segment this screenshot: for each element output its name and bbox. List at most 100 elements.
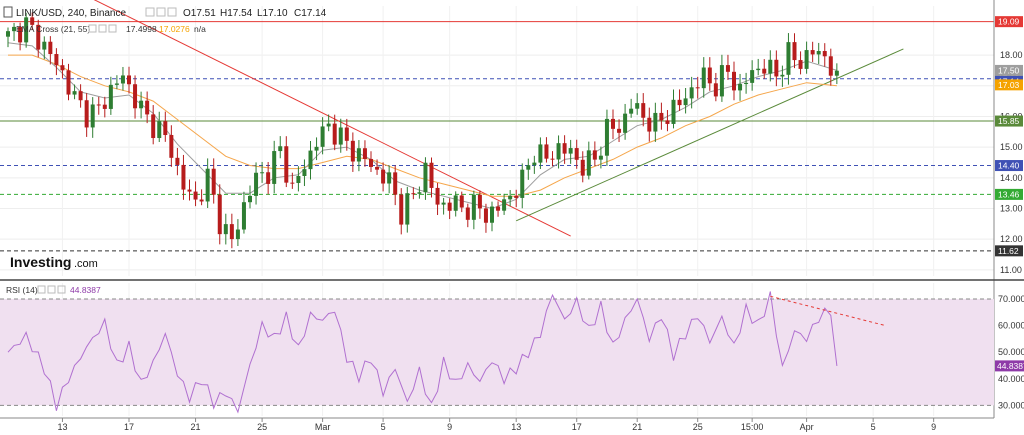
- candle-body: [792, 42, 797, 61]
- candle-body: [30, 17, 35, 25]
- price-level-label: 13.46: [998, 189, 1020, 199]
- candle-body: [369, 158, 373, 167]
- price-level-tag: [995, 160, 1023, 172]
- candle-body: [223, 224, 228, 235]
- price-tag: [995, 64, 1023, 76]
- candle-body: [490, 206, 494, 223]
- candle-body: [356, 148, 361, 162]
- collapse-icon[interactable]: [3, 6, 13, 18]
- close-icon[interactable]: [167, 7, 177, 17]
- rsi-value: 44.8387: [70, 285, 101, 295]
- candle-body: [308, 150, 313, 170]
- rsi-gear-icon[interactable]: [47, 285, 56, 294]
- legend-settings-icons[interactable]: [145, 7, 177, 17]
- ema-close-icon[interactable]: [108, 24, 117, 33]
- candle-body: [362, 148, 367, 159]
- candle-body: [320, 126, 325, 147]
- candle-body: [568, 148, 573, 154]
- price-tick-label: 14.00: [1000, 173, 1023, 183]
- rsi-tick-label: 40.0000: [998, 374, 1024, 384]
- candle-body: [54, 54, 59, 66]
- rsi-tick-label: 30.0000: [998, 400, 1024, 410]
- candle-body: [471, 194, 476, 220]
- candle-body: [48, 41, 53, 55]
- time-tick-label: 25: [693, 422, 703, 432]
- ohlc-values: O17.51 H17.54 L17.10 C17.14: [183, 8, 327, 19]
- candle-body: [381, 169, 386, 184]
- header-legend: LINK/USD, 240, Binance O17.51 H17.54 L17.1…: [3, 6, 327, 295]
- candle-body: [284, 146, 289, 183]
- candle-body: [744, 82, 749, 85]
- price-tag-label: 17.03: [998, 80, 1020, 90]
- candle-body: [725, 65, 730, 72]
- time-axis: 13 17 21 25 Mar 5 9 13 17 21 25 15:00 Apr 5 9: [57, 418, 936, 432]
- candle-body: [278, 146, 283, 152]
- candle-body: [598, 155, 603, 160]
- candle-body: [683, 98, 688, 106]
- candle-body: [502, 199, 507, 211]
- candle-body: [72, 91, 77, 95]
- candle-body: [689, 87, 694, 99]
- candle-body: [326, 123, 331, 127]
- candle-body: [768, 59, 773, 74]
- candle-body: [66, 70, 71, 95]
- candle-body: [732, 71, 736, 91]
- candle-body: [695, 87, 700, 89]
- candle-body: [810, 50, 815, 55]
- candle-body: [514, 195, 519, 198]
- ema-eye-icon[interactable]: [88, 24, 97, 33]
- logo-suffix: .com: [74, 258, 98, 270]
- price-tick-label: 15.00: [1000, 142, 1023, 152]
- price-level-tag: [995, 245, 1023, 257]
- candle-body: [659, 112, 664, 121]
- candle-body: [780, 74, 785, 77]
- rsi-eye-icon[interactable]: [37, 285, 46, 294]
- time-tick-label: 13: [511, 422, 521, 432]
- candle-body: [350, 140, 355, 162]
- candle-body: [405, 193, 410, 225]
- rsi-last-tag: [995, 360, 1024, 372]
- rsi-close-icon[interactable]: [57, 285, 66, 294]
- candle-body: [290, 182, 295, 184]
- eye-icon[interactable]: [145, 7, 155, 17]
- ema-gear-icon[interactable]: [98, 24, 107, 33]
- candle-body: [786, 42, 791, 75]
- trendlines: [93, 0, 904, 237]
- time-tick-label: 21: [191, 422, 201, 432]
- candle-body: [169, 135, 174, 158]
- candle-body: [254, 172, 259, 196]
- price-tick-label: 11.00: [1000, 265, 1022, 275]
- candle-body: [272, 151, 277, 184]
- candle-body: [193, 191, 198, 200]
- candle-body: [653, 112, 658, 132]
- candle-body: [163, 121, 168, 136]
- candle-body: [738, 84, 743, 91]
- rsi-line: [7, 291, 886, 414]
- candle-body: [574, 148, 579, 160]
- gear-icon[interactable]: [156, 7, 166, 17]
- time-tick-label: 17: [124, 422, 134, 432]
- candle-body: [187, 189, 192, 192]
- rsi-tick-label: 60.0000: [998, 321, 1024, 331]
- candle-body: [108, 84, 113, 109]
- price-level-label: 11.62: [998, 246, 1019, 256]
- rsi-series-line: [7, 291, 838, 414]
- price-tick-label: 18.00: [1000, 50, 1023, 60]
- candle-body: [260, 172, 265, 174]
- time-tick-label: 15:00: [741, 422, 764, 432]
- candle-body: [550, 158, 555, 160]
- ema-label: EMA Cross (21, 55): [16, 24, 90, 34]
- candle-body: [12, 26, 17, 32]
- candle-body: [90, 104, 95, 128]
- time-tick-label: 5: [381, 422, 386, 432]
- time-tick-label: 17: [572, 422, 582, 432]
- ohlc-o: O17.51: [183, 8, 216, 19]
- candle-body: [429, 162, 434, 188]
- candle-body: [828, 56, 833, 76]
- time-tick-label: 9: [931, 422, 936, 432]
- candle-body: [447, 202, 452, 211]
- logo-brand: Investing: [10, 254, 71, 270]
- candle-body: [314, 146, 319, 151]
- candle-body: [623, 113, 628, 133]
